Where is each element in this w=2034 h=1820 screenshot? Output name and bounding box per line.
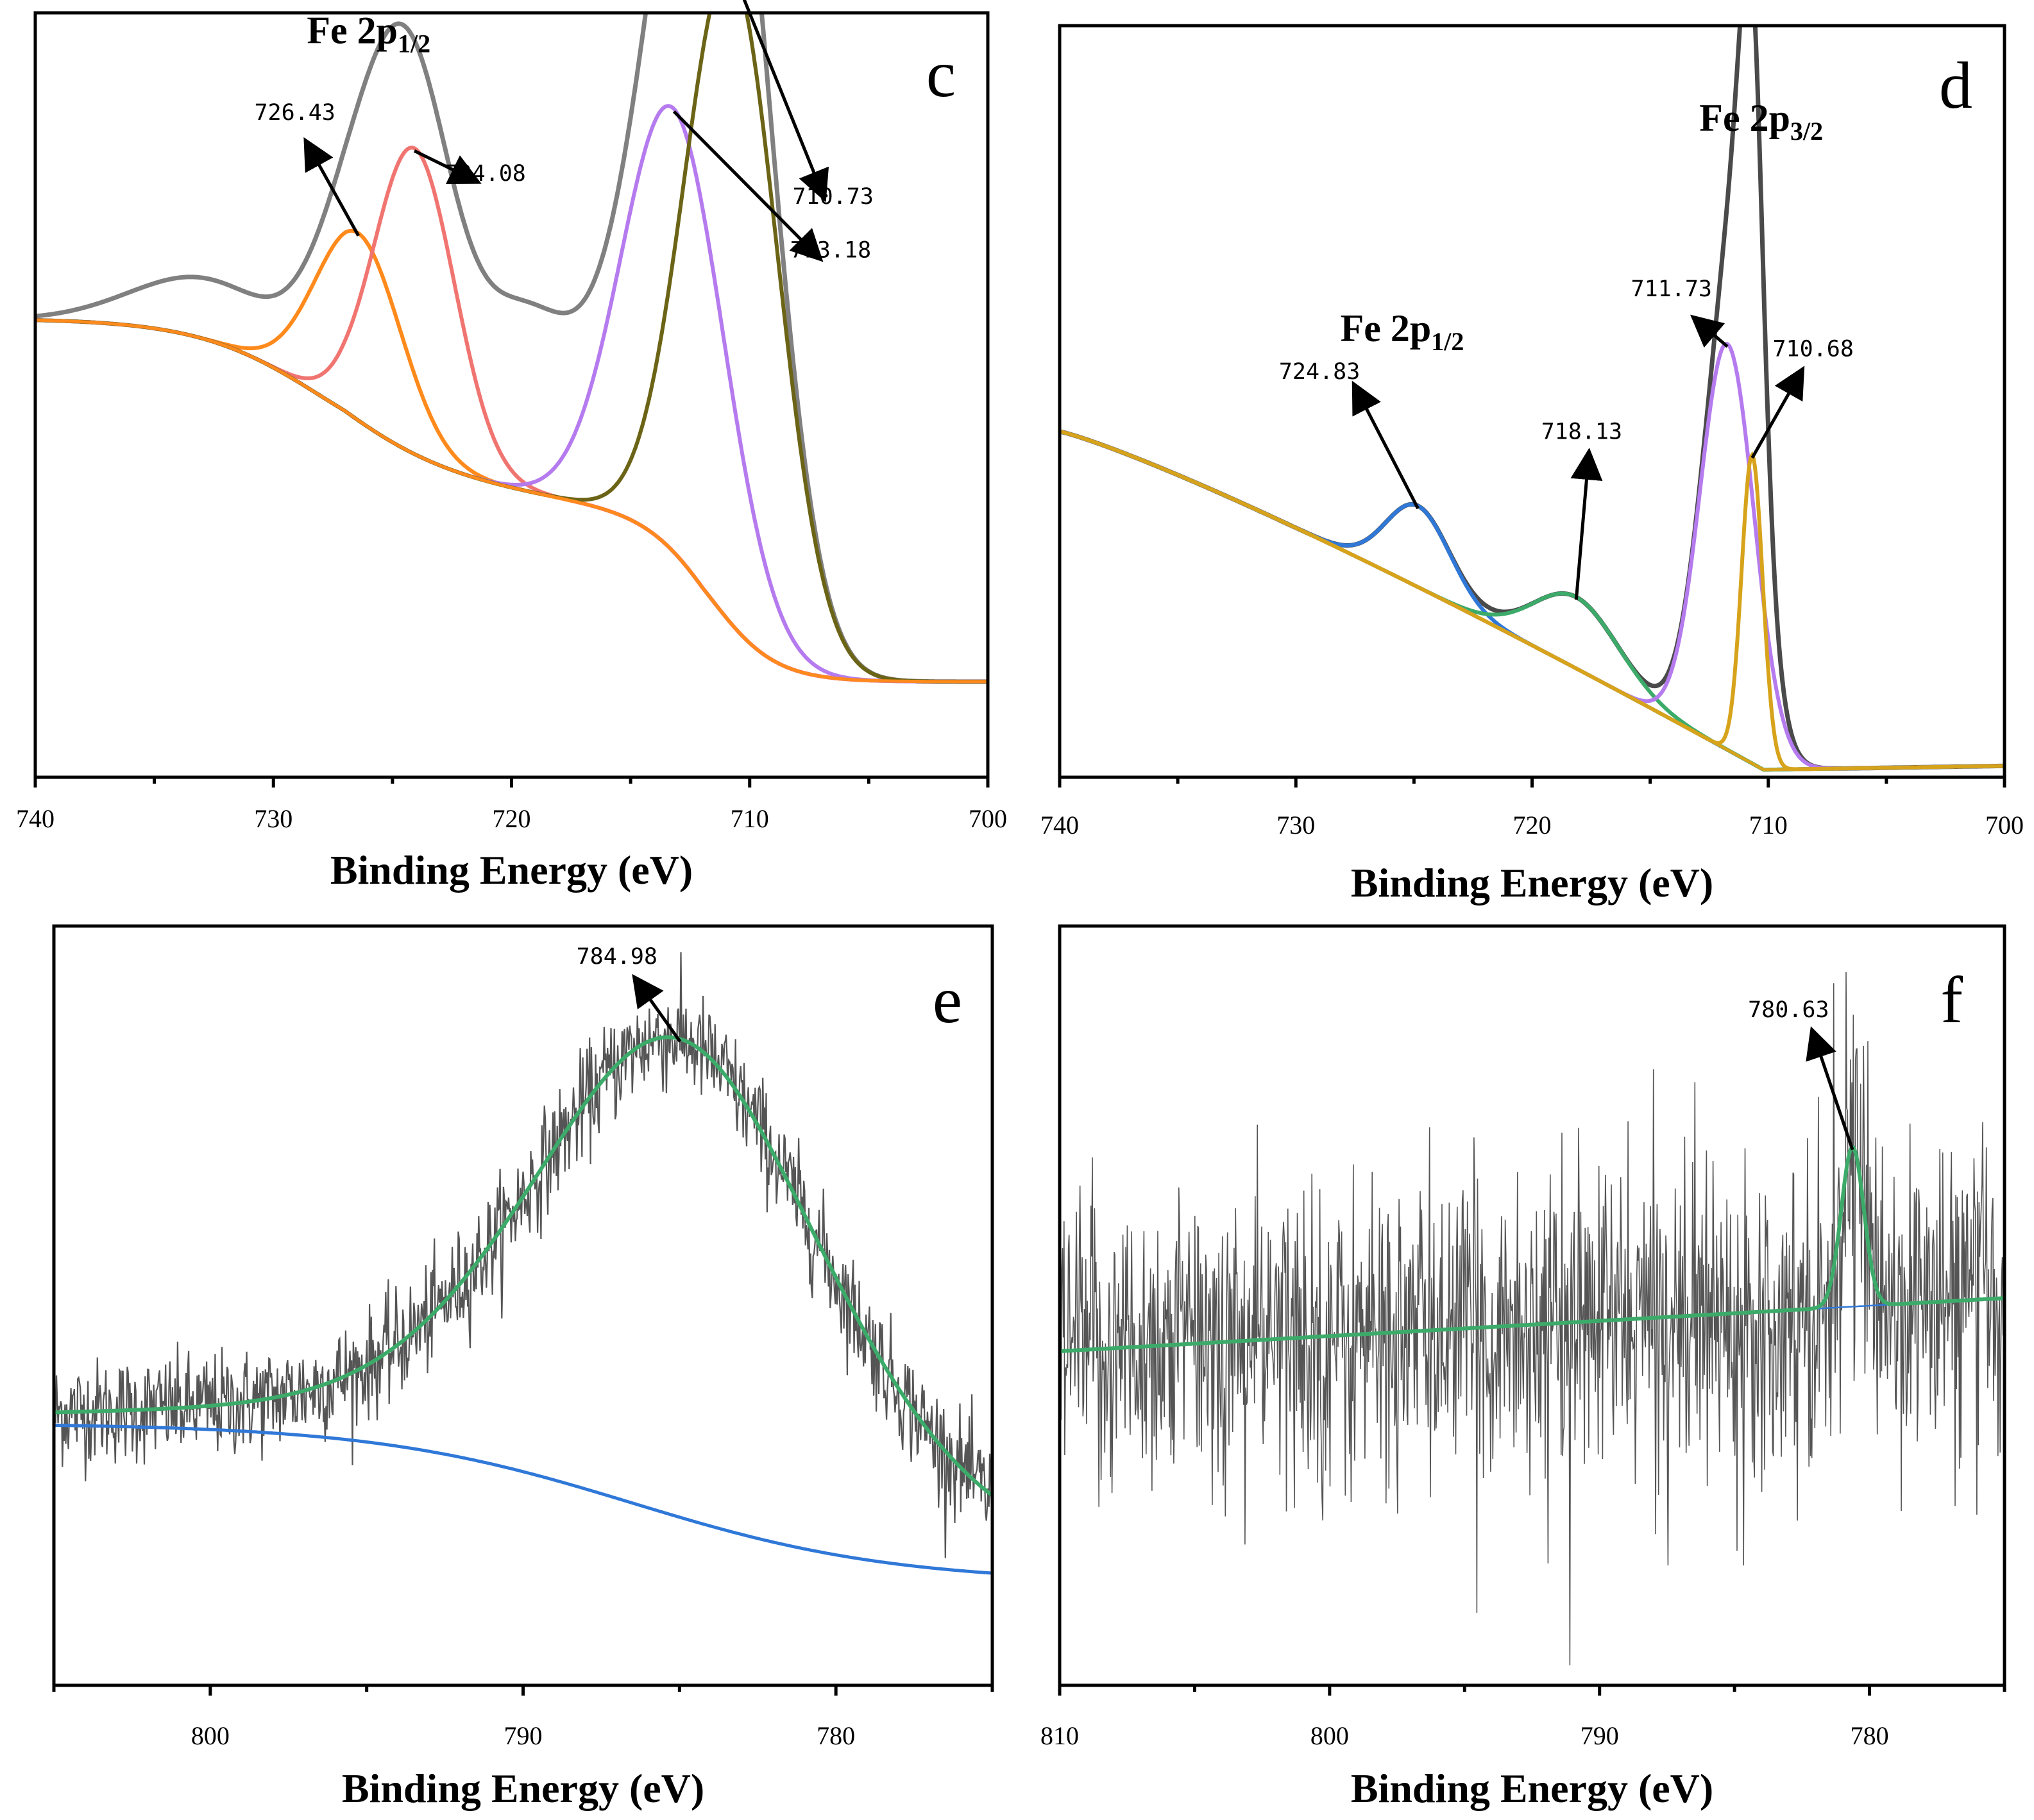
annotation-label: 710.73	[792, 184, 873, 210]
x-axis-title: Binding Energy (eV)	[330, 847, 693, 893]
x-axis-title: Binding Energy (eV)	[1351, 860, 1713, 906]
annotation-arrow	[1570, 448, 1603, 600]
annotation-label: 710.68	[1772, 337, 1853, 362]
envelope-line-c	[35, 13, 988, 684]
tick-label: 700	[969, 804, 1007, 833]
plot-area-e	[54, 952, 992, 1575]
tick-label: 780	[817, 1721, 855, 1750]
plot-area-f	[1060, 972, 2004, 1665]
plot-area-c	[35, 13, 988, 684]
panel-label: f	[1940, 963, 1963, 1037]
tick-label: 810	[1040, 1721, 1079, 1750]
olive-peak-c	[35, 13, 988, 684]
panel-e: 800 790 780 Binding Energy (eV) e 784.98	[52, 924, 994, 1811]
green-fit-e	[54, 1035, 992, 1497]
annotation-arrow	[742, 0, 829, 203]
tick-label: 730	[1276, 811, 1315, 839]
annotation-label: 724.08	[445, 161, 525, 187]
annotation-arrow	[1352, 380, 1420, 510]
raw-spectrum-e	[54, 952, 992, 1558]
annotation-label: 784.98	[577, 944, 657, 970]
axes-frame-f	[1058, 924, 2006, 1687]
envelope-line-d	[1060, 26, 2004, 771]
tick-label: 710	[731, 804, 769, 833]
annotation-arrow	[632, 973, 682, 1043]
peak-label: Fe 2p3/2	[1699, 97, 1823, 146]
tick-label: 790	[1581, 1721, 1619, 1750]
peak-label: Fe 2p1/2	[307, 10, 430, 58]
background-line-d	[1060, 430, 2004, 771]
annotation-arrow	[303, 137, 360, 237]
tick-label: 800	[191, 1721, 230, 1750]
blue-peak-d	[1060, 429, 2004, 772]
panel-d: 740 730 720 710 700 Binding Energy (eV) d Fe 2p…	[1040, 24, 2024, 906]
gold-peak-d	[1060, 429, 2004, 771]
salmon-peak-c	[35, 146, 988, 684]
panel-label: d	[1939, 49, 1972, 122]
axes-frame-c	[33, 11, 990, 779]
tick-label: 740	[16, 804, 55, 833]
annotation-arrow	[1690, 314, 1729, 348]
tick-label: 700	[1985, 811, 2024, 839]
tick-label: 780	[1851, 1721, 1889, 1750]
annotation-label: 780.63	[1748, 997, 1829, 1023]
tick-label: 720	[1513, 811, 1552, 839]
raw-spectrum-f	[1060, 972, 2004, 1665]
annotation-label: 711.73	[1631, 276, 1712, 302]
panel-f: 810 800 790 780 Binding Energy (eV) f 780.63	[1040, 924, 2006, 1811]
peak-label: Fe 2p1/2	[1341, 307, 1464, 356]
background-line-c	[35, 318, 988, 684]
x-axis-title: Binding Energy (eV)	[342, 1765, 704, 1811]
green-peak-d	[1060, 429, 2004, 772]
axes-frame-d	[1058, 24, 2006, 779]
tick-label: 710	[1749, 811, 1788, 839]
panel-label: c	[926, 37, 956, 111]
tick-label: 720	[493, 804, 531, 833]
annotation-arrow	[1806, 1026, 1854, 1150]
annotation-label: 713.18	[790, 237, 871, 263]
tick-label: 800	[1310, 1721, 1349, 1750]
x-axis-title: Binding Energy (eV)	[1351, 1765, 1713, 1811]
violet-peak-d	[1060, 341, 2004, 771]
annotation-label: 724.83	[1279, 359, 1360, 385]
plot-area-d	[1060, 26, 2004, 772]
annotation-arrow	[1750, 366, 1805, 459]
panel-c: 740 730 720 710 700 Binding Energy (eV) c Fe 2p…	[16, 0, 1007, 893]
annotation-label: 726.43	[254, 100, 335, 126]
green-fit-f	[1060, 1145, 2004, 1353]
tick-label: 790	[504, 1721, 543, 1750]
annotation-label: 718.13	[1541, 419, 1622, 445]
tick-label: 740	[1040, 811, 1079, 839]
annotation-arrow	[672, 110, 824, 262]
tick-label: 730	[254, 804, 292, 833]
background-line-e	[54, 1424, 992, 1575]
annotation-arrow	[413, 149, 482, 185]
panel-label: e	[933, 963, 962, 1037]
